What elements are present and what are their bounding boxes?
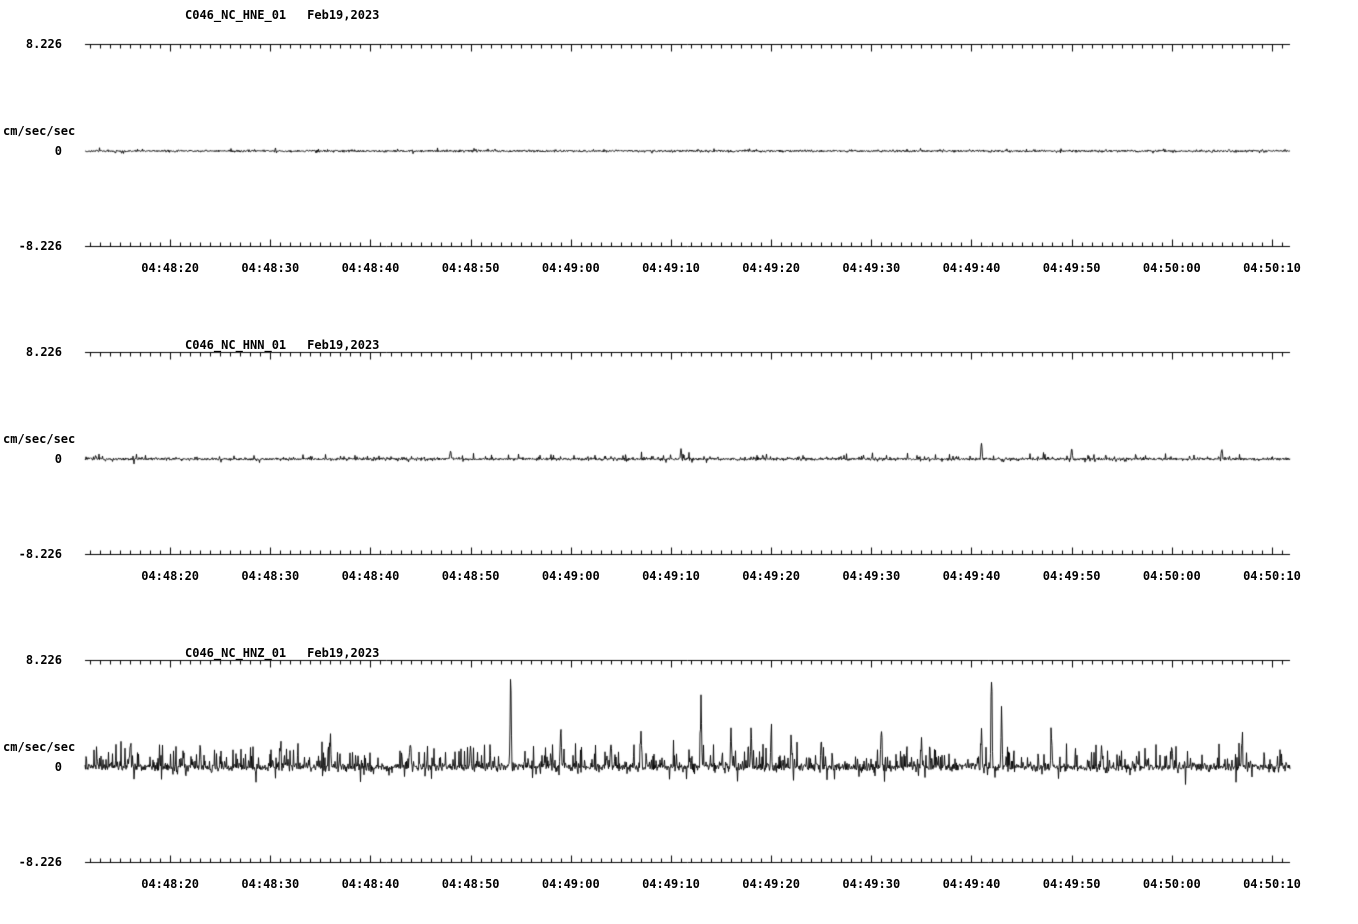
- x-tick-label: 04:50:00: [1142, 877, 1201, 891]
- station-channel-label: C046_NC_HNZ_01: [185, 646, 287, 660]
- waveform-canvas-hnn: [0, 308, 1358, 616]
- x-tick-label: 04:49:40: [942, 261, 1001, 275]
- chart-title: C046_NC_HNE_01 Feb19,2023: [185, 8, 379, 22]
- x-tick-label: 04:49:50: [1042, 569, 1101, 583]
- x-tick-label: 04:48:30: [241, 569, 300, 583]
- seismogram-hnz: C046_NC_HNZ_01 Feb19,2023 8.226 cm/sec/se…: [0, 616, 1358, 924]
- x-tick-label: 04:49:10: [642, 877, 700, 891]
- x-tick-label: 04:48:50: [441, 877, 500, 891]
- y-min-label: -8.226: [18, 547, 62, 561]
- x-tick-label: 04:48:40: [341, 877, 400, 891]
- x-tick-label: 04:49:50: [1042, 877, 1101, 891]
- station-channel-label: C046_NC_HNE_01: [185, 8, 287, 22]
- x-tick-label: 04:49:20: [742, 261, 801, 275]
- x-tick-label: 04:49:30: [842, 877, 901, 891]
- x-tick-label: 04:49:00: [541, 261, 600, 275]
- station-channel-label: C046_NC_HNN_01: [185, 338, 287, 352]
- y-min-label: -8.226: [18, 239, 62, 253]
- x-tick-label: 04:48:20: [141, 569, 200, 583]
- x-tick-label: 04:49:30: [842, 569, 901, 583]
- y-zero-label: 0: [54, 760, 62, 774]
- x-tick-label: 04:48:20: [141, 261, 200, 275]
- x-tick-label: 04:48:30: [241, 261, 300, 275]
- x-tick-label: 04:49:00: [541, 569, 600, 583]
- x-tick-label: 04:50:10: [1243, 877, 1301, 891]
- x-tick-label: 04:48:50: [441, 569, 500, 583]
- x-tick-label: 04:49:50: [1042, 261, 1101, 275]
- x-tick-label: 04:50:00: [1142, 261, 1201, 275]
- waveform-canvas-hne: [0, 0, 1358, 308]
- x-tick-label: 04:49:20: [742, 569, 801, 583]
- waveform-canvas-hnz: [0, 616, 1358, 924]
- x-tick-label: 04:50:10: [1243, 261, 1301, 275]
- y-max-label: 8.226: [25, 345, 62, 359]
- y-min-label: -8.226: [18, 855, 62, 869]
- y-zero-label: 0: [54, 452, 62, 466]
- x-tick-label: 04:48:40: [341, 261, 400, 275]
- seismogram-hne: C046_NC_HNE_01 Feb19,2023 8.226 cm/sec/se…: [0, 0, 1358, 308]
- chart-title: C046_NC_HNN_01 Feb19,2023: [185, 338, 379, 352]
- chart-date: Feb19,2023: [307, 338, 380, 352]
- x-tick-label: 04:49:20: [742, 877, 801, 891]
- chart-title: C046_NC_HNZ_01 Feb19,2023: [185, 646, 379, 660]
- x-tick-label: 04:48:20: [141, 877, 200, 891]
- y-zero-label: 0: [54, 144, 62, 158]
- x-tick-label: 04:48:30: [241, 877, 300, 891]
- chart-date: Feb19,2023: [307, 8, 380, 22]
- x-tick-label: 04:49:30: [842, 261, 901, 275]
- x-tick-label: 04:49:40: [942, 877, 1001, 891]
- chart-date: Feb19,2023: [307, 646, 380, 660]
- x-tick-label: 04:49:10: [642, 569, 700, 583]
- x-tick-label: 04:49:40: [942, 569, 1001, 583]
- seismogram-hnn: C046_NC_HNN_01 Feb19,2023 8.226 cm/sec/se…: [0, 308, 1358, 616]
- x-tick-label: 04:49:00: [541, 877, 600, 891]
- x-tick-label: 04:50:10: [1243, 569, 1301, 583]
- y-axis-unit-label: cm/sec/sec: [3, 124, 76, 138]
- x-tick-label: 04:48:40: [341, 569, 400, 583]
- x-tick-label: 04:48:50: [441, 261, 500, 275]
- y-max-label: 8.226: [25, 653, 62, 667]
- x-tick-label: 04:50:00: [1142, 569, 1201, 583]
- y-axis-unit-label: cm/sec/sec: [3, 740, 76, 754]
- y-max-label: 8.226: [25, 37, 62, 51]
- x-tick-label: 04:49:10: [642, 261, 700, 275]
- y-axis-unit-label: cm/sec/sec: [3, 432, 76, 446]
